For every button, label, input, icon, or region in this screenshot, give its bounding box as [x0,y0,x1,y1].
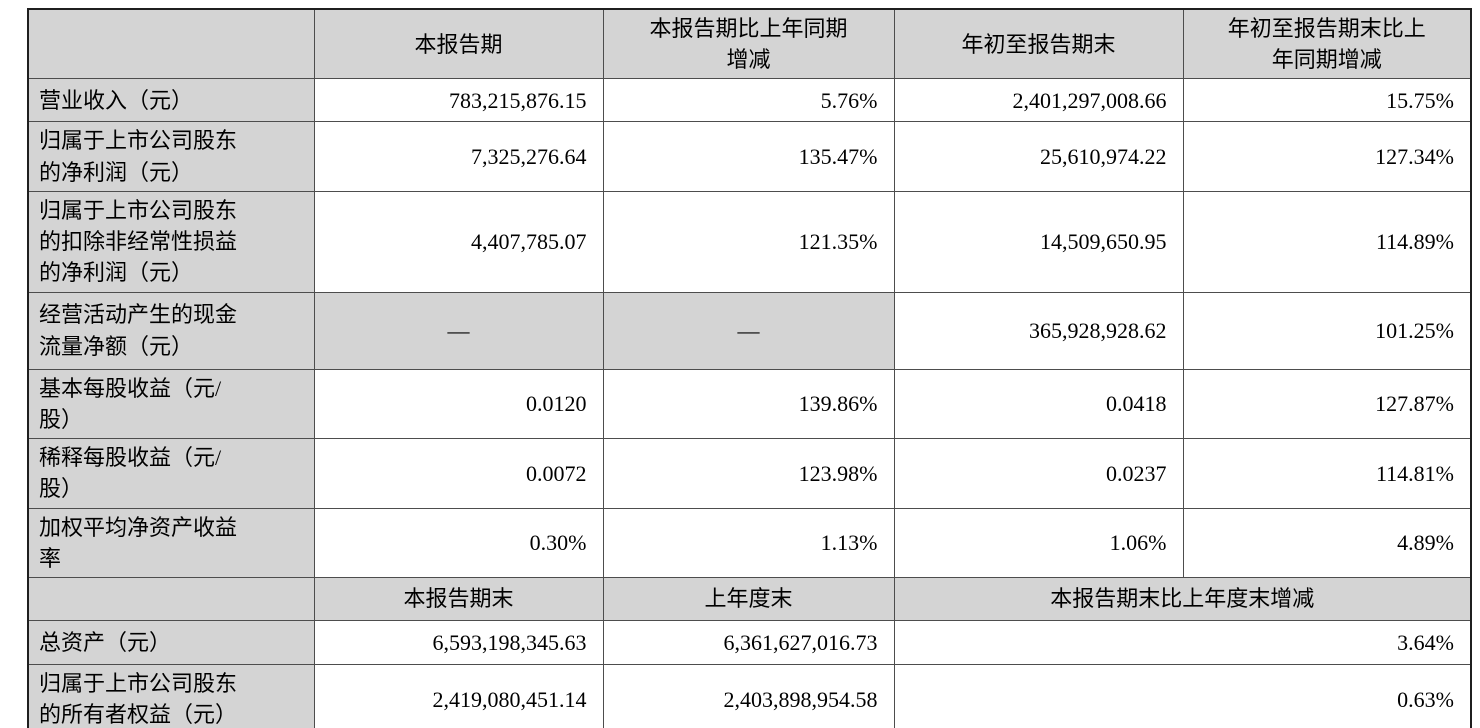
row-label: 归属于上市公司股东 的所有者权益（元） [27,664,315,728]
cell-ytd-yoy: 127.34% [1182,121,1472,192]
cell-ytd: 14,509,650.95 [893,190,1184,293]
cell-period-end: 2,419,080,451.14 [313,664,604,728]
cell-current-dash: — [313,291,604,370]
cell-ytd-yoy: 15.75% [1182,78,1472,123]
row-label: 总资产（元） [27,620,315,666]
row-operating-cash-flow: 经营活动产生的现金 流量净额（元） — — 365,928,928.62 101… [27,291,1472,370]
header-change-vs-prior-year-end: 本报告期末比上年度末增减 [893,577,1472,622]
cell-current-yoy: 1.13% [602,507,895,579]
cell-ytd: 365,928,928.62 [893,291,1184,370]
cell-current-yoy-dash: — [602,291,895,370]
row-label: 归属于上市公司股东 的扣除非经常性损益 的净利润（元） [27,190,315,293]
row-basic-eps: 基本每股收益（元/ 股） 0.0120 139.86% 0.0418 127.8… [27,368,1472,440]
cell-current-yoy: 135.47% [602,121,895,192]
cell-prior-year-end: 6,361,627,016.73 [602,620,895,666]
header-current-period: 本报告期 [313,8,604,80]
row-equity-attributable: 归属于上市公司股东 的所有者权益（元） 2,419,080,451.14 2,4… [27,664,1472,728]
row-operating-revenue: 营业收入（元） 783,215,876.15 5.76% 2,401,297,0… [27,78,1472,123]
cell-current: 7,325,276.64 [313,121,604,192]
cell-ytd: 2,401,297,008.66 [893,78,1184,123]
row-label: 营业收入（元） [27,78,315,123]
corner-cell [27,8,315,80]
cell-current: 4,407,785.07 [313,190,604,293]
cell-ytd: 1.06% [893,507,1184,579]
cell-ytd: 0.0418 [893,368,1184,440]
header-period-end: 本报告期末 [313,577,604,622]
row-label: 稀释每股收益（元/ 股） [27,438,315,509]
cell-current-yoy: 121.35% [602,190,895,293]
row-total-assets: 总资产（元） 6,593,198,345.63 6,361,627,016.73… [27,620,1472,666]
row-net-profit: 归属于上市公司股东 的净利润（元） 7,325,276.64 135.47% 2… [27,121,1472,192]
cell-ytd: 25,610,974.22 [893,121,1184,192]
cell-current: 0.0072 [313,438,604,509]
cell-current: 0.30% [313,507,604,579]
header-prior-year-end: 上年度末 [602,577,895,622]
row-label: 加权平均净资产收益 率 [27,507,315,579]
row-weighted-avg-roe: 加权平均净资产收益 率 0.30% 1.13% 1.06% 4.89% [27,507,1472,579]
corner-cell-2 [27,577,315,622]
row-label: 基本每股收益（元/ 股） [27,368,315,440]
row-label: 经营活动产生的现金 流量净额（元） [27,291,315,370]
cell-current-yoy: 139.86% [602,368,895,440]
cell-ytd-yoy: 114.89% [1182,190,1472,293]
header-ytd-yoy: 年初至报告期末比上 年同期增减 [1182,8,1472,80]
header-row-2: 本报告期末 上年度末 本报告期末比上年度末增减 [27,577,1472,622]
header-current-period-yoy: 本报告期比上年同期 增减 [602,8,895,80]
cell-ytd-yoy: 127.87% [1182,368,1472,440]
row-diluted-eps: 稀释每股收益（元/ 股） 0.0072 123.98% 0.0237 114.8… [27,438,1472,509]
cell-ytd-yoy: 101.25% [1182,291,1472,370]
cell-current-yoy: 123.98% [602,438,895,509]
row-label: 归属于上市公司股东 的净利润（元） [27,121,315,192]
cell-prior-year-end: 2,403,898,954.58 [602,664,895,728]
cell-ytd-yoy: 4.89% [1182,507,1472,579]
cell-ytd: 0.0237 [893,438,1184,509]
cell-period-end: 6,593,198,345.63 [313,620,604,666]
key-financial-data-table: 本报告期 本报告期比上年同期 增减 年初至报告期末 年初至报告期末比上 年同期增… [27,8,1472,728]
cell-change: 0.63% [893,664,1472,728]
header-row-1: 本报告期 本报告期比上年同期 增减 年初至报告期末 年初至报告期末比上 年同期增… [27,8,1472,80]
cell-current: 0.0120 [313,368,604,440]
cell-ytd-yoy: 114.81% [1182,438,1472,509]
row-net-profit-excl-nonrecurring: 归属于上市公司股东 的扣除非经常性损益 的净利润（元） 4,407,785.07… [27,190,1472,293]
cell-current-yoy: 5.76% [602,78,895,123]
cell-change: 3.64% [893,620,1472,666]
header-ytd: 年初至报告期末 [893,8,1184,80]
cell-current: 783,215,876.15 [313,78,604,123]
